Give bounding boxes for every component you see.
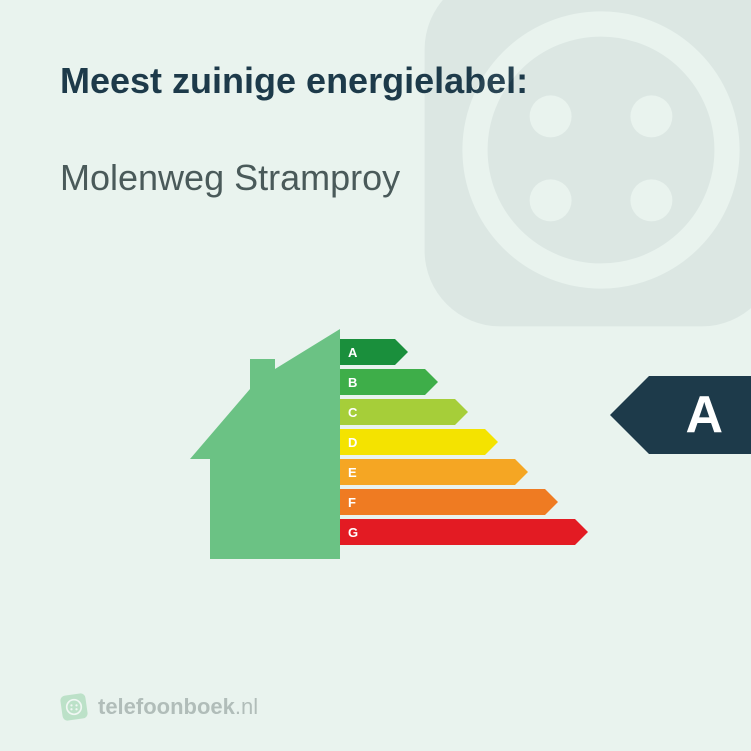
energy-bar-c: C — [340, 399, 575, 425]
energy-bar-a: A — [340, 339, 575, 365]
energy-label-chart: ABCDEFG — [60, 319, 691, 579]
bar-body: G — [340, 519, 575, 545]
bar-body: D — [340, 429, 485, 455]
energy-bar-f: F — [340, 489, 575, 515]
bar-body: C — [340, 399, 455, 425]
bar-body: A — [340, 339, 395, 365]
footer-brand: telefoonboek — [98, 694, 235, 719]
infographic-card: Meest zuinige energielabel: Molenweg Str… — [0, 0, 751, 751]
bar-label: G — [348, 525, 358, 540]
bar-label: C — [348, 405, 357, 420]
energy-bar-b: B — [340, 369, 575, 395]
page-subtitle: Molenweg Stramproy — [60, 157, 691, 199]
rating-tag: A — [649, 376, 751, 454]
bar-label: F — [348, 495, 356, 510]
house-icon — [190, 329, 340, 559]
bar-label: D — [348, 435, 357, 450]
page-title: Meest zuinige energielabel: — [60, 60, 691, 102]
bar-label: E — [348, 465, 357, 480]
energy-bar-d: D — [340, 429, 575, 455]
bar-label: A — [348, 345, 357, 360]
bar-label: B — [348, 375, 357, 390]
bar-body: F — [340, 489, 545, 515]
energy-bar-g: G — [340, 519, 575, 545]
rating-value: A — [685, 385, 723, 445]
energy-bars: ABCDEFG — [340, 339, 575, 549]
footer-logo-icon — [60, 693, 88, 721]
footer-brand-text: telefoonboek.nl — [98, 694, 258, 720]
bar-body: B — [340, 369, 425, 395]
bar-body: E — [340, 459, 515, 485]
footer-tld: .nl — [235, 694, 258, 719]
footer: telefoonboek.nl — [60, 693, 258, 721]
energy-bar-e: E — [340, 459, 575, 485]
